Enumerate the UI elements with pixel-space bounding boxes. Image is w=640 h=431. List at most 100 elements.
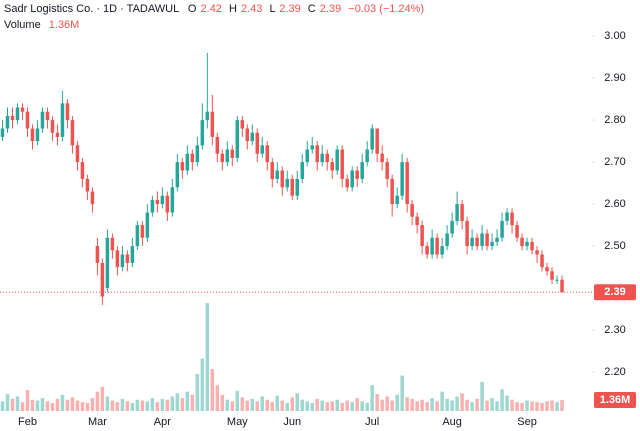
x-tick-label: May xyxy=(227,416,248,428)
candle-body xyxy=(235,120,240,158)
volume-tag-label: 1.36M xyxy=(600,394,631,406)
volume-bar xyxy=(510,399,514,411)
ohlc-label: C xyxy=(308,3,316,15)
candle-body xyxy=(520,237,524,247)
volume-bar xyxy=(280,400,285,411)
candle-body xyxy=(305,149,309,163)
candle-body xyxy=(480,233,484,247)
volume-bar xyxy=(425,402,429,411)
volume-bar xyxy=(415,401,419,411)
volume-bar xyxy=(540,402,544,411)
candle-body xyxy=(180,162,185,171)
y-tick-label: 3.00 xyxy=(604,30,625,42)
candle-body xyxy=(230,149,235,158)
volume-bar xyxy=(85,402,90,411)
volume-bar xyxy=(70,397,75,411)
candle-body xyxy=(440,246,444,255)
volume-bar xyxy=(550,400,554,411)
volume-bar xyxy=(115,402,120,411)
candle-body xyxy=(40,111,45,129)
candle-body xyxy=(370,128,374,150)
candle-body xyxy=(245,128,250,142)
volume-bar xyxy=(205,303,210,411)
volume-bar xyxy=(200,358,205,411)
volume-bar xyxy=(30,399,35,411)
candle-body xyxy=(170,187,175,213)
volume-bar xyxy=(485,400,489,411)
ohlc-value: 2.42 xyxy=(201,3,222,15)
candle-body xyxy=(70,120,75,146)
volume-bar xyxy=(35,400,40,411)
ohlc-value: 2.39 xyxy=(320,3,341,15)
candle-body xyxy=(280,170,285,188)
candle-body xyxy=(355,170,359,179)
volume-bar xyxy=(110,400,115,411)
volume-bar xyxy=(255,401,260,411)
volume-bar xyxy=(10,398,15,411)
candle-body xyxy=(495,237,499,242)
candle-body xyxy=(195,145,200,163)
candle-body xyxy=(130,246,135,263)
volume-bar xyxy=(300,399,304,411)
candle-body xyxy=(375,128,379,154)
volume-bar xyxy=(400,375,404,411)
volume-bar xyxy=(500,389,504,411)
volume-bar xyxy=(310,402,314,411)
y-tick-label: 2.60 xyxy=(604,198,625,210)
x-tick-label: Feb xyxy=(18,416,37,428)
volume-bar xyxy=(275,395,280,411)
volume-bar xyxy=(545,401,549,411)
candle-body xyxy=(210,111,215,137)
candle-body xyxy=(60,103,65,137)
candle-body xyxy=(500,220,504,238)
volume-bar xyxy=(125,401,130,411)
candle-body xyxy=(125,254,130,263)
candle-body xyxy=(15,107,20,121)
volume-bar xyxy=(340,402,344,411)
volume-bar xyxy=(305,401,309,411)
volume-bar xyxy=(105,396,110,411)
candle-body xyxy=(225,149,230,163)
candle-body xyxy=(390,178,394,205)
candle-body xyxy=(55,132,60,137)
volume-bar xyxy=(525,400,529,411)
candle-body xyxy=(445,233,449,247)
candle-body xyxy=(140,225,145,238)
volume-bar xyxy=(360,401,364,411)
candle-body xyxy=(175,162,180,188)
candle-body xyxy=(525,241,529,247)
candle-body xyxy=(415,216,419,226)
volume-bar xyxy=(210,369,215,411)
volume-bar xyxy=(185,391,190,411)
ohlc-value: 2.43 xyxy=(241,3,262,15)
candle-body xyxy=(155,199,160,205)
candle-body xyxy=(545,267,549,272)
candle-body xyxy=(185,153,190,171)
last-price-tag xyxy=(594,284,636,301)
volume-bar xyxy=(75,400,80,411)
volume-bar xyxy=(20,402,25,411)
candle-body xyxy=(485,233,489,247)
candle-body xyxy=(65,103,70,121)
volume-bar xyxy=(285,402,290,411)
candle-body xyxy=(295,178,299,196)
volume-bar xyxy=(430,398,434,411)
volume-bar xyxy=(385,396,389,411)
volume-bar xyxy=(390,400,394,411)
candle-body xyxy=(515,225,519,238)
volume-bar xyxy=(95,391,100,411)
candle-body xyxy=(400,162,404,196)
candle-body xyxy=(315,145,319,163)
change: −0.03 (−1.24%) xyxy=(348,3,424,15)
candle-body xyxy=(560,279,564,293)
candle-body xyxy=(365,149,369,163)
volume-bar xyxy=(15,396,20,411)
candle-body xyxy=(425,246,429,255)
volume-bar xyxy=(290,397,295,411)
candle-body xyxy=(510,212,514,226)
candle-body xyxy=(455,204,459,221)
y-tick-label: 2.20 xyxy=(604,366,625,378)
candle-body xyxy=(165,195,170,213)
